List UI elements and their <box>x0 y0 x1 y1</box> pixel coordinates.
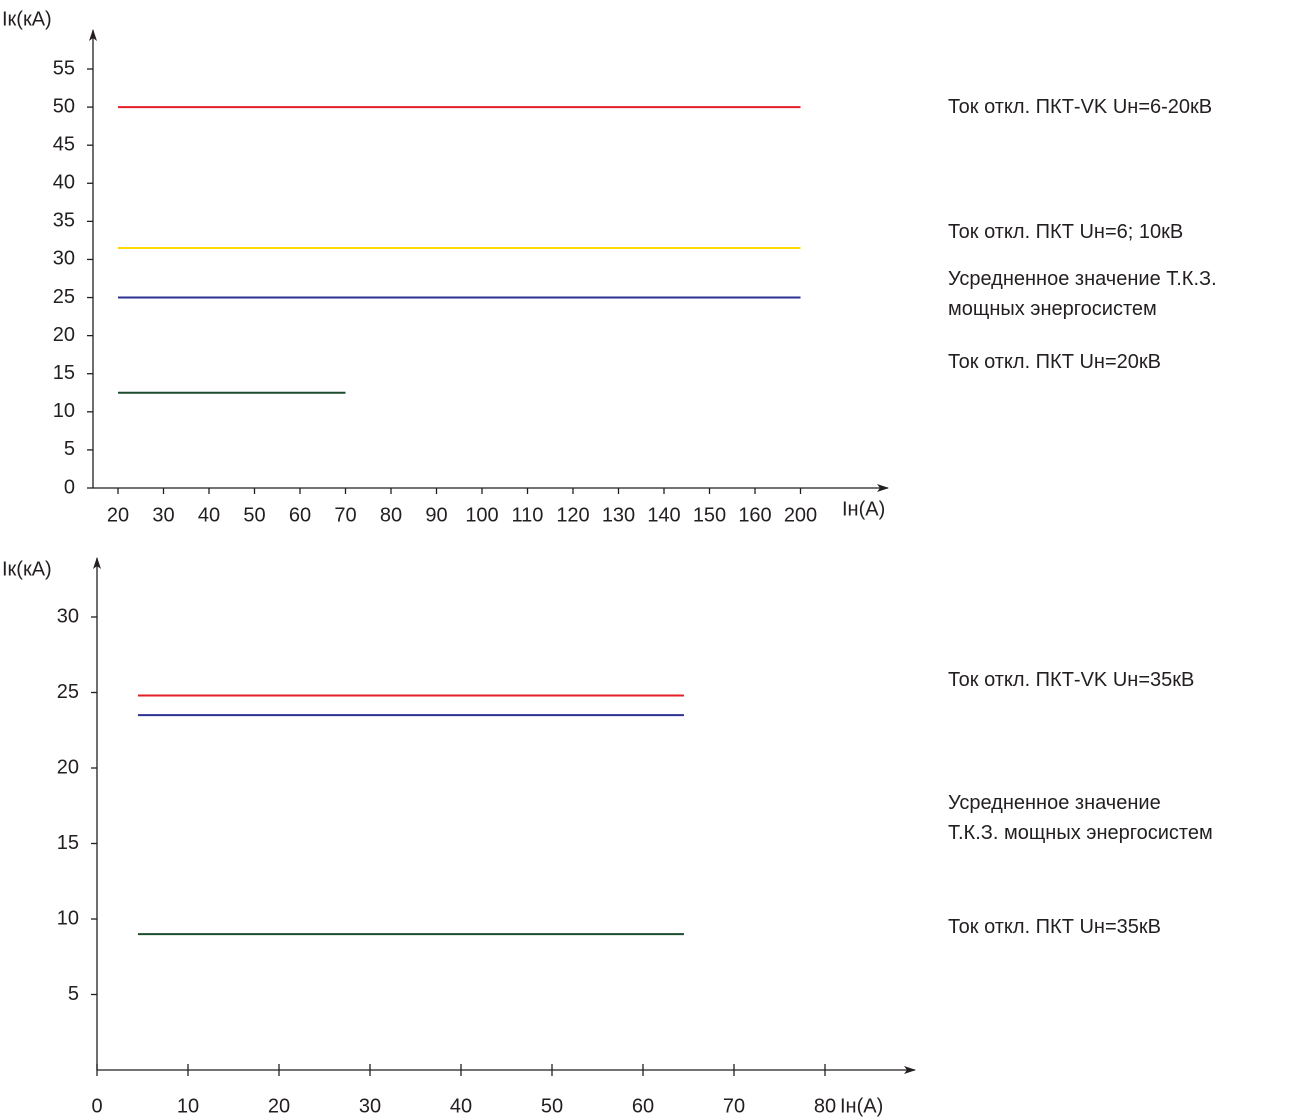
y-tick-label: 35 <box>53 210 75 232</box>
x-tick-label: 40 <box>450 1095 472 1117</box>
y-tick-label: 5 <box>64 438 75 460</box>
x-tick-label: 70 <box>334 504 356 526</box>
y-tick-label: 20 <box>57 756 79 778</box>
y-tick-label: 40 <box>53 172 75 194</box>
x-tick-label: 140 <box>647 504 680 526</box>
y-tick-label: 10 <box>57 907 79 929</box>
y-tick-label: 45 <box>53 133 75 155</box>
y-tick-label: 15 <box>57 832 79 854</box>
y-tick-label: 15 <box>53 362 75 384</box>
x-tick-label: 10 <box>177 1095 199 1117</box>
legend-label: Ток откл. ПКТ-VK Uн=6-20кВ <box>948 96 1213 118</box>
x-tick-label: 0 <box>91 1095 102 1117</box>
y-tick-label: 10 <box>53 400 75 422</box>
x-tick-label: 160 <box>738 504 771 526</box>
legend-label: Ток откл. ПКТ-VK Uн=35кВ <box>948 669 1195 691</box>
x-tick-label: 120 <box>556 504 589 526</box>
x-axis-title: Iн(А) <box>840 1095 883 1117</box>
y-tick-label: 30 <box>53 248 75 270</box>
x-tick-label: 200 <box>784 504 817 526</box>
x-tick-label: 30 <box>359 1095 381 1117</box>
y-axis-title: Iк(кА) <box>2 558 52 580</box>
y-tick-label: 5 <box>68 983 79 1005</box>
y-axis-title: Iк(кА) <box>2 8 52 30</box>
legend-label: Ток откл. ПКТ Uн=20кВ <box>948 351 1161 373</box>
x-tick-label: 90 <box>425 504 447 526</box>
x-tick-label: 100 <box>465 504 498 526</box>
x-tick-label: 60 <box>289 504 311 526</box>
y-tick-label: 55 <box>53 57 75 79</box>
legend-label: Усредненное значение Т.К.З. мощных энерго… <box>948 268 1217 320</box>
x-tick-label: 130 <box>602 504 635 526</box>
y-tick-label: 50 <box>53 95 75 117</box>
x-tick-label: 50 <box>541 1095 563 1117</box>
y-tick-label: 25 <box>57 681 79 703</box>
x-tick-label: 20 <box>107 504 129 526</box>
y-tick-label: 30 <box>57 605 79 627</box>
x-tick-label: 150 <box>693 504 726 526</box>
x-axis-title: Iн(А) <box>842 498 885 520</box>
legend-label: Ток откл. ПКТ Uн=35кВ <box>948 916 1161 938</box>
x-tick-label: 110 <box>512 504 544 526</box>
legend-label: Ток откл. ПКТ Uн=6; 10кВ <box>948 221 1184 243</box>
legend-label: Усредненное значение Т.К.З. мощных энерго… <box>948 792 1213 844</box>
x-tick-label: 80 <box>814 1095 836 1117</box>
x-tick-label: 60 <box>632 1095 654 1117</box>
x-tick-label: 80 <box>380 504 402 526</box>
x-tick-label: 70 <box>723 1095 745 1117</box>
x-tick-label: 30 <box>152 504 174 526</box>
y-tick-label: 0 <box>64 476 75 498</box>
x-tick-label: 20 <box>268 1095 290 1117</box>
y-tick-label: 20 <box>53 324 75 346</box>
y-tick-label: 25 <box>53 286 75 308</box>
x-tick-label: 40 <box>198 504 220 526</box>
x-tick-label: 50 <box>243 504 265 526</box>
